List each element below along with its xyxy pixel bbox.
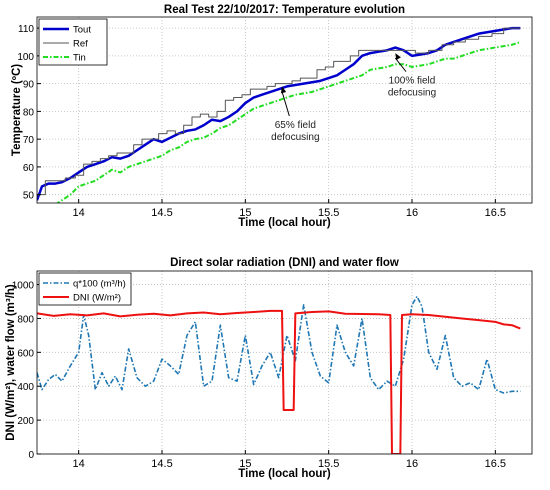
dni-water-flow-chart: 14 14.5 15 15.5 16 16.5 0 200 400 600 800 1000 Direc… [5, 257, 533, 480]
legend-label: Tout [73, 25, 91, 36]
annotation-arrowhead [280, 86, 287, 94]
y-tick-label: 400 [17, 382, 34, 393]
series-line-dni-w-m- [37, 309, 521, 454]
x-tick-label: 16.5 [485, 458, 506, 470]
x-tick-label: 14 [73, 458, 85, 470]
x-tick-label: 16 [406, 458, 418, 470]
legend-label: Ref [73, 39, 88, 50]
x-axis-label: Time (local hour) [238, 217, 331, 229]
y-tick-label: 0 [28, 450, 34, 461]
legend-label: DNI (W/m²) [73, 293, 121, 304]
legend-label: q*100 (m³/h) [73, 279, 126, 290]
y-tick-label: 100 [17, 52, 34, 63]
series-line-tin [56, 41, 521, 203]
annotation-arrow [394, 57, 407, 72]
axes-frame [36, 270, 533, 455]
x-tick-label: 15 [239, 207, 251, 219]
y-tick-label: 90 [23, 80, 35, 91]
axes-frame [36, 16, 533, 204]
x-tick-label: 15.5 [318, 458, 339, 470]
annotation-text: defocusing [271, 132, 319, 143]
y-tick-label: 80 [23, 107, 35, 118]
annotation-text: 100% field [389, 76, 436, 87]
y-tick-label: 800 [17, 314, 34, 325]
y-axis-label: Temperature (ºC) [11, 64, 23, 156]
series-line-q-100-m-h- [37, 295, 521, 394]
y-tick-label: 110 [18, 24, 34, 35]
annotation-arrowhead [395, 53, 401, 61]
series-line-ref [37, 27, 521, 196]
y-tick-label: 200 [17, 416, 34, 427]
legend-box [38, 272, 132, 306]
x-axis-label: Time (local hour) [238, 468, 331, 480]
legend-label: Tin [73, 53, 86, 64]
annotation-arrow [281, 91, 290, 117]
annotation-text: 65% field [275, 120, 316, 131]
y-tick-label: 1000 [12, 281, 35, 292]
y-tick-label: 70 [23, 135, 35, 146]
y-tick-label: 50 [23, 191, 35, 202]
x-tick-label: 15 [239, 458, 251, 470]
x-tick-label: 14 [73, 207, 85, 219]
plot-area [37, 26, 521, 203]
annotation-text: defocusing [388, 88, 436, 99]
chart-title: Real Test 22/10/2017: Temperature evolut… [164, 4, 405, 16]
x-tick-label: 14.5 [151, 207, 172, 219]
x-tick-label: 16.5 [485, 207, 506, 219]
y-tick-label: 60 [23, 163, 35, 174]
x-tick-label: 15.5 [318, 207, 339, 219]
x-tick-label: 14.5 [151, 458, 172, 470]
plot-area [37, 295, 521, 454]
chart-title: Direct solar radiation (DNI) and water f… [170, 257, 399, 269]
y-axis-label: DNI (W/m²), water flow (m³/h) [5, 284, 17, 441]
series-line-tout [37, 26, 521, 201]
x-tick-label: 16 [406, 207, 418, 219]
y-tick-label: 600 [17, 348, 34, 359]
